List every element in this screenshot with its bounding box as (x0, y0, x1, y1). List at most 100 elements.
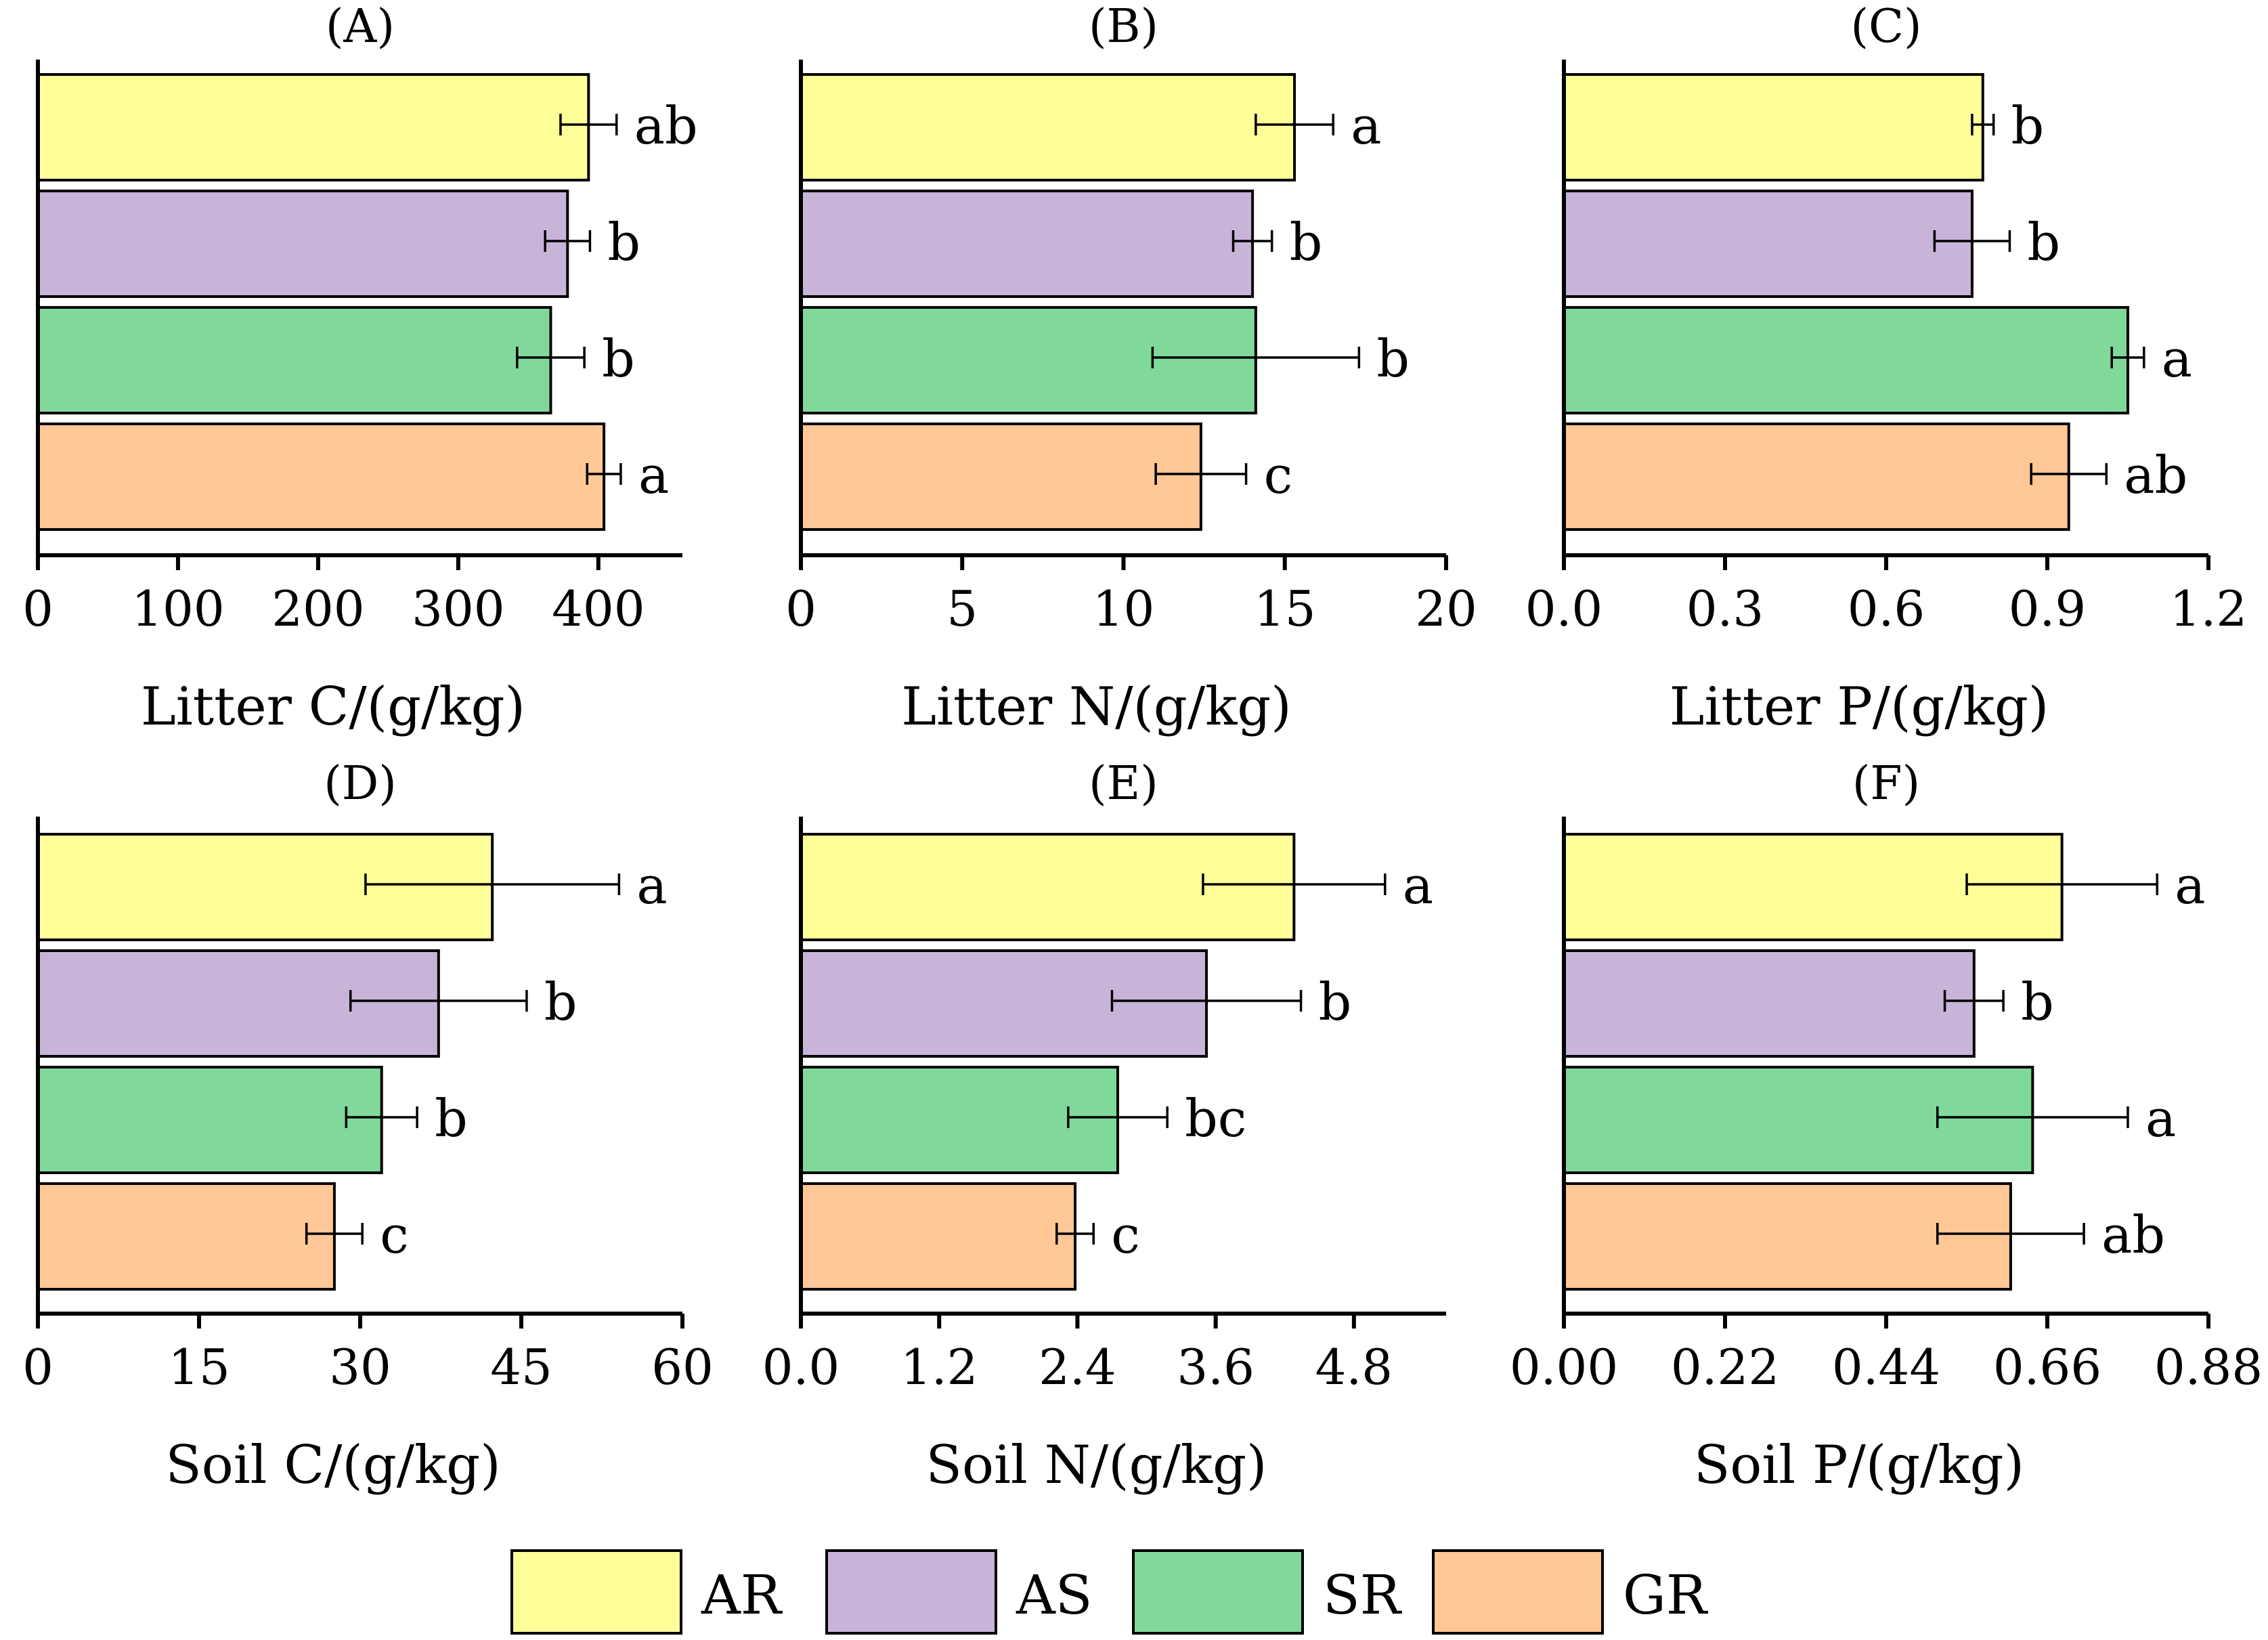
significance-label-AS: b (2021, 972, 2054, 1032)
x-tick-label: 5 (946, 580, 978, 637)
significance-label-SR: b (435, 1088, 468, 1148)
x-tick-label: 0 (785, 580, 816, 637)
significance-label-AR: b (2011, 95, 2045, 156)
x-tick-label: 0.00 (1510, 1339, 1618, 1396)
significance-label-AR: a (636, 855, 667, 915)
bar-AR (37, 73, 590, 181)
error-bar-AS (1943, 990, 2005, 1012)
bar-AS (1563, 190, 1973, 298)
x-tick-label: 0 (22, 580, 53, 637)
error-bar-GR (1055, 1223, 1095, 1245)
panel-title: (F) (1852, 757, 1920, 811)
x-tick-label: 0 (22, 1339, 53, 1396)
bar-AS (800, 190, 1255, 298)
significance-label-GR: ab (2124, 445, 2187, 505)
legend: AR AS SR GR (510, 1549, 1709, 1635)
bar-AR (800, 73, 1296, 181)
bar-AS (37, 190, 569, 298)
error-bar-SR (516, 347, 586, 368)
panel-title: (A) (326, 0, 395, 53)
legend-label-AR: AR (701, 1563, 783, 1626)
significance-label-AR: a (2175, 855, 2205, 915)
bar-AS (37, 949, 440, 1058)
x-axis-label: Soil N/(g/kg) (926, 1435, 1267, 1496)
x-tick-label: 3.6 (1177, 1339, 1255, 1396)
error-bar-AS (1933, 230, 2011, 252)
error-bar-SR (1936, 1106, 2129, 1128)
error-bar-GR (305, 1223, 364, 1245)
x-tick-label: 0.6 (1848, 580, 1925, 637)
error-bar-SR (345, 1106, 418, 1128)
x-tick-label: 20 (1415, 580, 1477, 637)
error-bar-AR (559, 114, 618, 135)
significance-label-GR: c (380, 1205, 409, 1265)
error-bar-AS (1231, 230, 1273, 252)
legend-swatch-GR (1432, 1549, 1604, 1635)
x-tick-label: 15 (168, 1339, 230, 1396)
x-axis-label: Litter N/(g/kg) (901, 676, 1291, 737)
x-tick-label: 2.4 (1039, 1339, 1116, 1396)
legend-label-GR: GR (1623, 1563, 1709, 1626)
x-tick-label: 100 (131, 580, 224, 637)
x-axis-label: Litter C/(g/kg) (141, 676, 525, 737)
error-bar-SR (1151, 347, 1361, 368)
significance-label-AR: a (1403, 855, 1433, 915)
x-tick-label: 0.66 (1993, 1339, 2101, 1396)
panel-title: (C) (1850, 0, 1921, 53)
significance-label-AS: b (2027, 212, 2060, 272)
error-bar-AR (1202, 873, 1387, 895)
bar-SR (37, 1066, 383, 1174)
significance-label-SR: b (1376, 328, 1410, 389)
x-axis-label: Soil C/(g/kg) (165, 1435, 500, 1496)
x-tick-label: 0.3 (1686, 580, 1764, 637)
x-tick-label: 400 (552, 580, 645, 637)
bar-AS (800, 949, 1208, 1058)
x-tick-label: 0.88 (2154, 1339, 2263, 1396)
bar-SR (37, 306, 552, 414)
bar-GR (1563, 423, 2070, 531)
panel-5: (E) ab bcc 0.0 1.2 2.4 3.6 4.8 Soil N/(g/kg) (762, 757, 1446, 1496)
bar-GR (1563, 1182, 2012, 1291)
x-tick-label: 200 (271, 580, 364, 637)
x-tick-label: 30 (329, 1339, 391, 1396)
significance-label-GR: c (1111, 1205, 1140, 1265)
significance-label-SR: b (602, 328, 635, 389)
error-bar-AR (1965, 873, 2159, 895)
significance-label-GR: ab (2101, 1205, 2165, 1265)
error-bar-GR (1936, 1223, 2085, 1245)
bar-GR (800, 1182, 1077, 1291)
x-tick-label: 60 (651, 1339, 714, 1396)
x-tick-label: 4.8 (1315, 1339, 1393, 1396)
panel-title: (D) (324, 757, 397, 811)
error-bar-AR (1971, 114, 1995, 135)
error-bar-AS (1110, 990, 1303, 1012)
x-tick-label: 1.2 (900, 1339, 978, 1396)
significance-label-AR: ab (634, 95, 698, 156)
bar-AR (800, 833, 1296, 941)
significance-label-SR: bc (1185, 1088, 1246, 1148)
bar-SR (1563, 1066, 2034, 1174)
legend-swatch-AR (510, 1549, 682, 1635)
significance-label-GR: c (1264, 445, 1293, 505)
legend-label-AS: AS (1016, 1563, 1093, 1626)
bar-GR (800, 423, 1202, 531)
error-bar-AS (544, 230, 592, 252)
error-bar-SR (2110, 347, 2145, 368)
bar-GR (37, 1182, 336, 1291)
bar-GR (37, 423, 606, 531)
error-bar-GR (2030, 463, 2108, 485)
x-tick-label: 0.0 (1525, 580, 1603, 637)
x-tick-label: 300 (412, 580, 504, 637)
panel-title: (B) (1089, 0, 1158, 53)
error-bar-GR (1154, 463, 1248, 485)
x-tick-label: 0.9 (2009, 580, 2087, 637)
significance-label-AS: b (1319, 972, 1352, 1032)
significance-label-SR: a (2162, 328, 2192, 389)
legend-swatch-SR (1132, 1549, 1304, 1635)
significance-label-GR: a (638, 445, 669, 505)
